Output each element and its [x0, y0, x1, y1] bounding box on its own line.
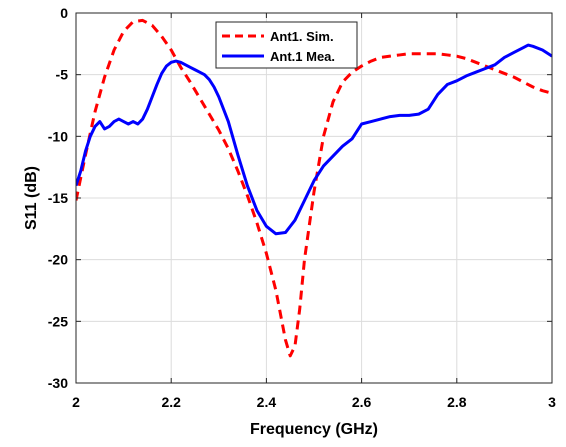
x-tick-label: 2.8 — [447, 394, 467, 410]
x-tick-labels: 2 2.2 2.4 2.6 2.8 3 — [72, 394, 556, 410]
x-axis-label: Frequency (GHz) — [250, 421, 378, 438]
series-line-sim — [76, 18, 552, 358]
y-tick-label: -25 — [48, 313, 68, 329]
x-tick-label: 3 — [548, 394, 556, 410]
y-tick-labels: 0 -5 -10 -15 -20 -25 -30 — [48, 5, 68, 391]
y-tick-label: -30 — [48, 375, 68, 391]
legend: Ant1. Sim. Ant.1 Mea. — [215, 21, 358, 69]
x-tick-label: 2.2 — [161, 394, 181, 410]
x-tick-label: 2.4 — [257, 394, 277, 410]
series-line-mea — [76, 43, 552, 236]
x-tick-label: 2 — [72, 394, 80, 410]
legend-box — [215, 21, 358, 69]
y-tick-label: -20 — [48, 252, 68, 268]
y-tick-label: -15 — [48, 190, 68, 206]
y-tick-label: 0 — [60, 5, 68, 21]
legend-label-mea: Ant.1 Mea. — [270, 49, 335, 64]
x-tick-label: 2.6 — [352, 394, 372, 410]
y-tick-label: -10 — [48, 128, 68, 144]
legend-label-sim: Ant1. Sim. — [270, 29, 334, 44]
y-tick-label: -5 — [56, 67, 69, 83]
tick-marks — [75, 12, 553, 384]
series-layer — [76, 18, 552, 358]
y-axis-label: S11 (dB) — [23, 166, 40, 230]
